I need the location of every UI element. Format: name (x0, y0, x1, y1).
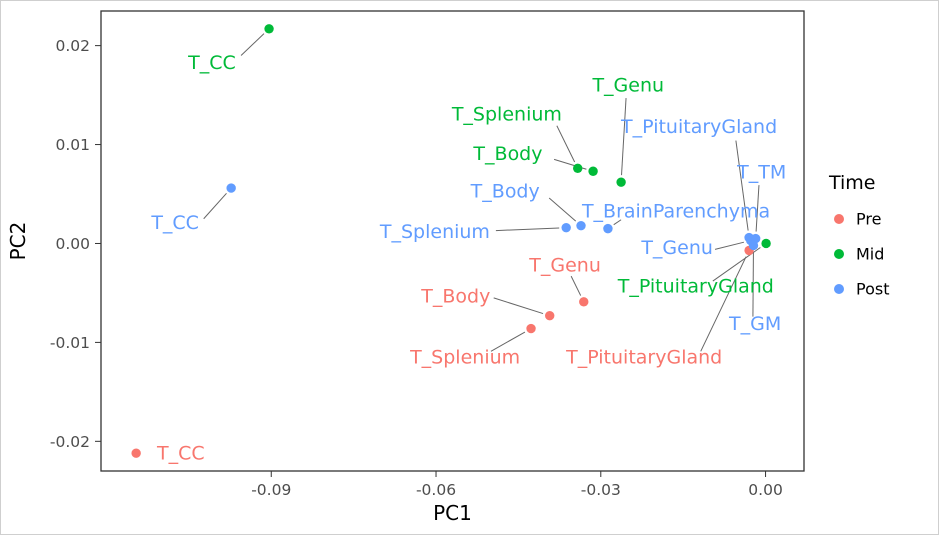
y-tick-label: 0.00 (55, 235, 90, 253)
data-point-mid-T_PituitaryGland (761, 238, 771, 249)
point-label-post-T_Body: T_Body (470, 181, 540, 203)
label-leader-line (570, 275, 582, 296)
plot-panel (100, 10, 805, 472)
y-tick-label: -0.01 (50, 334, 90, 352)
data-point-post-T_Splenium (561, 222, 571, 233)
legend-title: Time (828, 172, 876, 194)
legend-label-mid: Mid (856, 245, 884, 264)
point-label-pre-T_Body: T_Body (420, 285, 490, 307)
label-leader-line (203, 192, 227, 220)
point-label-post-T_Genu: T_Genu (640, 237, 713, 259)
legend-swatch-mid (834, 249, 844, 259)
point-label-post-T_BrainParenchyma: T_BrainParenchyma (581, 200, 770, 222)
label-leader-line (755, 185, 760, 232)
data-point-mid-T_Splenium (573, 163, 583, 173)
data-point-post-T_GM (748, 240, 759, 251)
point-label-post-T_PituitaryGland: T_PituitaryGland (620, 116, 777, 138)
point-label-pre-T_Splenium: T_Splenium (409, 347, 520, 369)
y-tick-label: 0.01 (55, 136, 90, 154)
legend-label-post: Post (856, 280, 889, 299)
data-point-pre-T_Splenium (526, 323, 536, 334)
point-label-post-T_TM: T_TM (736, 162, 786, 184)
y-axis-title: PC2 (6, 222, 30, 261)
point-label-mid-T_Body: T_Body (472, 143, 542, 165)
point-label-mid-T_Splenium: T_Splenium (451, 103, 562, 125)
point-label-mid-T_CC: T_CC (187, 52, 236, 74)
point-label-mid-T_Genu: T_Genu (591, 75, 664, 97)
point-label-post-T_CC: T_CC (150, 212, 199, 234)
data-point-post-T_CC (226, 183, 236, 193)
point-label-pre-T_PituitaryGland: T_PituitaryGland (565, 347, 722, 369)
legend-swatch-post (834, 284, 844, 294)
x-axis-title: PC1 (433, 501, 472, 525)
data-point-mid-T_Body (588, 166, 598, 176)
data-point-mid-T_CC (264, 24, 274, 34)
x-tick-label: -0.06 (416, 481, 456, 499)
label-leader-line (490, 331, 526, 352)
data-point-mid-T_Genu (616, 177, 626, 187)
legend-label-pre: Pre (856, 210, 881, 229)
point-label-post-T_GM: T_GM (728, 313, 781, 335)
data-point-post-T_BrainParenchyma (603, 223, 613, 234)
label-leader-line (714, 241, 745, 250)
label-leader-line (495, 227, 560, 232)
data-point-post-T_Body (576, 220, 586, 231)
point-label-pre-T_Genu: T_Genu (528, 255, 601, 277)
point-label-mid-T_PituitaryGland: T_PituitaryGland (617, 276, 774, 298)
label-leader-line (700, 256, 747, 352)
point-label-pre-T_CC: T_CC (156, 443, 205, 465)
label-leader-line (621, 98, 627, 176)
x-tick-label: -0.03 (581, 481, 621, 499)
label-leader-line (556, 125, 576, 163)
label-leader-line (735, 140, 749, 231)
label-leader-line (240, 33, 265, 56)
y-tick-label: -0.02 (50, 433, 90, 451)
label-leader-line (493, 297, 544, 315)
label-leader-line (613, 219, 622, 226)
data-point-pre-T_Body (545, 310, 555, 321)
label-leader-line (548, 197, 577, 222)
data-point-pre-T_CC (131, 448, 141, 458)
data-point-pre-T_Genu (579, 297, 589, 307)
point-label-post-T_Splenium: T_Splenium (379, 221, 490, 243)
legend-swatch-pre (834, 214, 844, 224)
x-tick-label: 0.00 (748, 481, 783, 499)
x-tick-label: -0.09 (251, 481, 291, 499)
y-tick-label: 0.02 (55, 37, 90, 55)
